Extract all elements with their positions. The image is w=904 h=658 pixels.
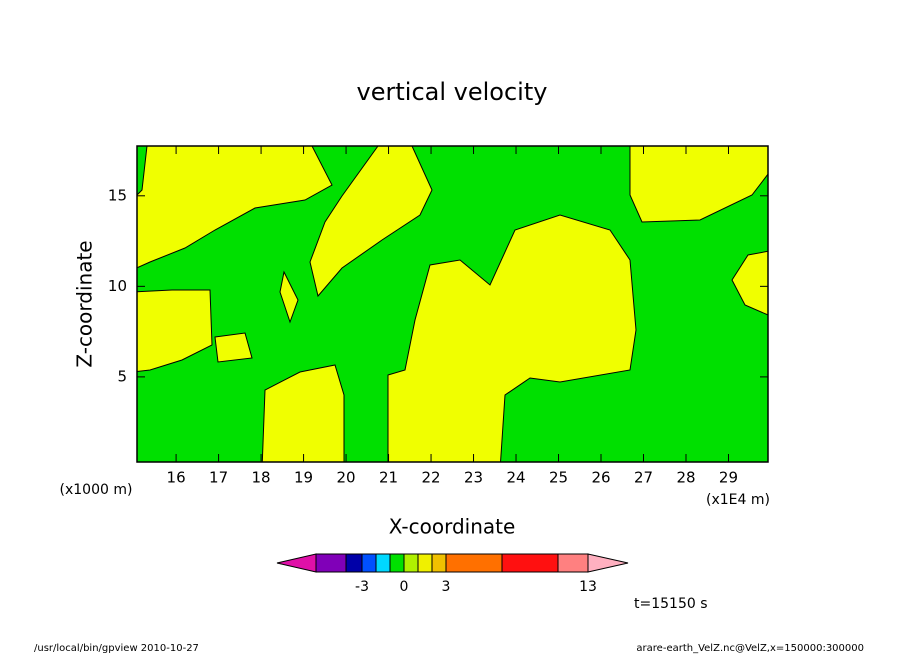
colorbar-segment [345,553,363,573]
x-unit: (x1E4 m) [706,492,770,508]
y-unit: (x1000 m) [60,482,133,498]
colorbar-segment [501,553,559,573]
colorbar-tick-label: 13 [579,579,597,595]
region [309,146,433,298]
colorbar-tick-label: 3 [442,579,451,595]
colorbar-segment [389,553,405,573]
region [137,289,213,372]
y-axis-label: Z-coordinate [73,240,97,367]
x-tick-label: 24 [506,469,525,487]
footer: /usr/local/bin/gpview 2010-10-27 [34,643,199,654]
x-tick-label: 16 [167,469,186,487]
x-tick-label: 28 [676,469,695,487]
colorbar-segment [315,553,347,573]
colorbar-segment [557,553,589,573]
y-tick-label: 15 [108,186,127,204]
region [214,332,253,363]
colorbar-segment [431,553,447,573]
x-tick-label: 22 [421,469,440,487]
x-tick-label: 19 [294,469,313,487]
x-tick-label: 26 [591,469,610,487]
time-label: t=15150 s [634,596,708,612]
colorbar-extend [276,553,317,573]
x-tick-label: 29 [719,469,738,487]
x-tick-label: 21 [379,469,398,487]
x-axis-label: X-coordinate [389,515,516,539]
region [137,146,333,269]
colorbar-segment [445,553,503,573]
y-tick-label: 10 [108,277,127,295]
colorbar-tick-label: -3 [355,579,369,595]
region [629,146,768,223]
footer: arare-earth_VelZ.nc@VelZ,x=150000:300000 [636,643,864,654]
chart-title: vertical velocity [357,78,548,106]
x-tick-label: 25 [549,469,568,487]
contour-regions [137,146,768,462]
x-tick-label: 20 [337,469,356,487]
region [279,270,299,324]
x-tick-label: 17 [209,469,228,487]
colorbar-segment [417,553,433,573]
plot-frame [136,145,769,463]
colorbar-segment [361,553,377,573]
colorbar-tick-label: 0 [400,579,409,595]
x-tick-label: 27 [634,469,653,487]
colorbar-segment [403,553,419,573]
region [387,214,637,462]
y-tick-label: 5 [117,367,127,385]
region [731,250,768,316]
colorbar-extend [587,553,629,573]
colorbar-segment [375,553,391,573]
x-tick-label: 18 [252,469,271,487]
region [261,364,345,462]
x-tick-label: 23 [464,469,483,487]
